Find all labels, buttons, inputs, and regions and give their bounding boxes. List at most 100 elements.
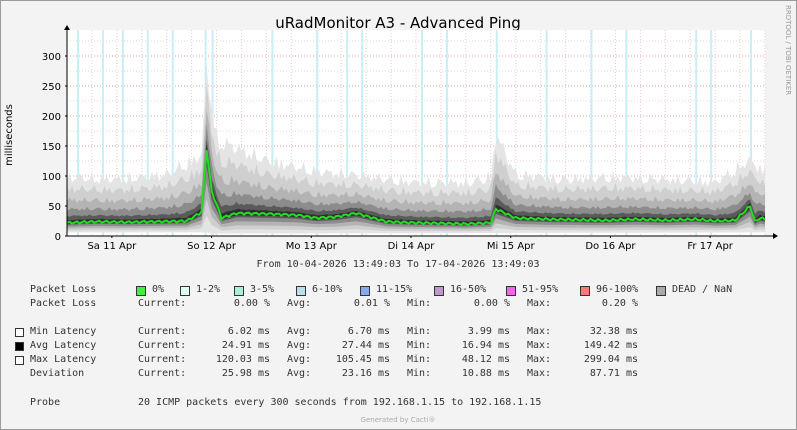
stat-row-label: Min Latency [30,326,97,337]
packet-loss-marker [710,30,713,236]
loss-swatch [506,286,516,296]
loss-label: 6-10% [312,284,343,295]
stat-col-avg: Avg: [287,340,312,351]
loss-label: 3-5% [250,284,275,295]
y-axis-label: milliseconds [4,104,15,166]
x-tick-label: Do 16 Apr [585,241,636,252]
stat-current-value: 6.02 ms [227,326,270,337]
stat-col-min: Min: [407,298,432,309]
probe-text: 20 ICMP packets every 300 seconds from 1… [138,397,542,408]
x-tick-label: So 12 Apr [187,241,237,252]
packet-loss-marker [171,30,174,236]
loss-swatch [656,286,666,296]
rrdtool-watermark: RRDTOOL / TOBI OETIKER [784,5,792,95]
stat-col-current: Current: [138,368,187,379]
stat-avg-value: 23.16 ms [341,368,390,379]
y-tick-label: 100 [42,172,61,183]
stat-col-max: Max: [527,368,552,379]
loss-label: 1-2% [196,284,221,295]
generated-by-footer: Generated by Cacti® [361,416,436,424]
x-tick-label: Di 14 Apr [388,241,436,252]
chart-title: uRadMonitor A3 - Advanced Ping [275,14,521,32]
loss-swatch [234,286,244,296]
loss-swatch [580,286,590,296]
stat-col-avg: Avg: [287,368,312,379]
y-axis-arrow [64,25,70,30]
stat-avg-value: 105.45 ms [335,354,390,365]
loss-label: 51-95% [522,284,559,295]
packet-loss-marker [625,30,628,236]
stat-col-avg: Avg: [287,354,312,365]
packet-loss-marker [590,30,593,236]
stat-current-value: 24.91 ms [221,340,270,351]
stat-col-max: Max: [527,354,552,365]
packet-loss-marker [121,30,124,236]
stat-col-min: Min: [407,368,432,379]
packet-loss-marker [271,30,274,236]
stat-col-min: Min: [407,340,432,351]
packet-loss-marker [361,30,364,236]
stat-min-value: 10.88 ms [461,368,510,379]
stat-max-value: 149.42 ms [583,340,638,351]
loss-swatch [180,286,190,296]
packet-loss-marker [495,30,498,236]
stat-current-value: 0.00 % [233,298,270,309]
stat-current-value: 120.03 ms [215,354,270,365]
packet-loss-marker [146,30,149,236]
stat-min-value: 0.00 % [473,298,510,309]
loss-swatch [296,286,306,296]
stat-max-value: 32.38 ms [589,326,638,337]
loss-label: 11-15% [376,284,413,295]
latency-smoke-band [67,138,765,226]
packet-loss-marker [545,30,548,236]
stat-max-value: 299.04 ms [583,354,638,365]
packet-loss-marker [750,30,753,236]
stat-col-current: Current: [138,326,187,337]
packet-loss-label: Packet Loss [30,284,97,295]
stat-row-label: Avg Latency [30,340,97,351]
y-tick-label: 200 [42,112,61,123]
y-tick-label: 250 [42,82,61,93]
stat-min-value: 3.99 ms [467,326,510,337]
x-tick-label: Fr 17 Apr [687,241,733,252]
loss-label: DEAD / NaN [672,284,733,295]
stat-max-value: 87.71 ms [589,368,638,379]
date-range: From 10-04-2026 13:49:03 To 17-04-2026 1… [257,259,540,270]
loss-label: 16-50% [450,284,487,295]
stat-col-current: Current: [138,298,187,309]
packet-loss-marker [695,30,698,236]
stat-col-current: Current: [138,340,187,351]
stat-col-max: Max: [527,340,552,351]
series-swatch [15,356,24,365]
series-swatch [15,342,24,351]
x-tick-label: Mo 13 Apr [286,241,338,252]
stat-row-label: Packet Loss [30,298,97,309]
loss-swatch [136,286,146,296]
stat-avg-value: 0.01 % [353,298,390,309]
stat-current-value: 25.98 ms [221,368,270,379]
x-tick-label: Sa 11 Apr [87,241,137,252]
stat-col-avg: Avg: [287,298,312,309]
stat-col-min: Min: [407,326,432,337]
packet-loss-marker [346,30,349,236]
stat-col-max: Max: [527,326,552,337]
stat-row-label: Deviation [30,368,85,379]
probe-label: Probe [30,397,61,408]
loss-swatch [434,286,444,296]
latency-smoke-band [67,124,765,228]
avg-latency-line [66,150,766,227]
packet-loss-marker [316,30,319,236]
stat-avg-value: 6.70 ms [347,326,390,337]
y-tick-label: 0 [55,232,61,243]
loss-label: 96-100% [596,284,639,295]
y-tick-label: 300 [42,52,61,63]
packet-loss-marker [101,30,104,236]
stat-avg-value: 27.44 ms [341,340,390,351]
x-axis-arrow [773,233,778,239]
stat-col-min: Min: [407,354,432,365]
y-tick-label: 50 [48,202,61,213]
stat-col-current: Current: [138,354,187,365]
x-tick-label: Mi 15 Apr [487,241,536,252]
stat-col-max: Max: [527,298,552,309]
